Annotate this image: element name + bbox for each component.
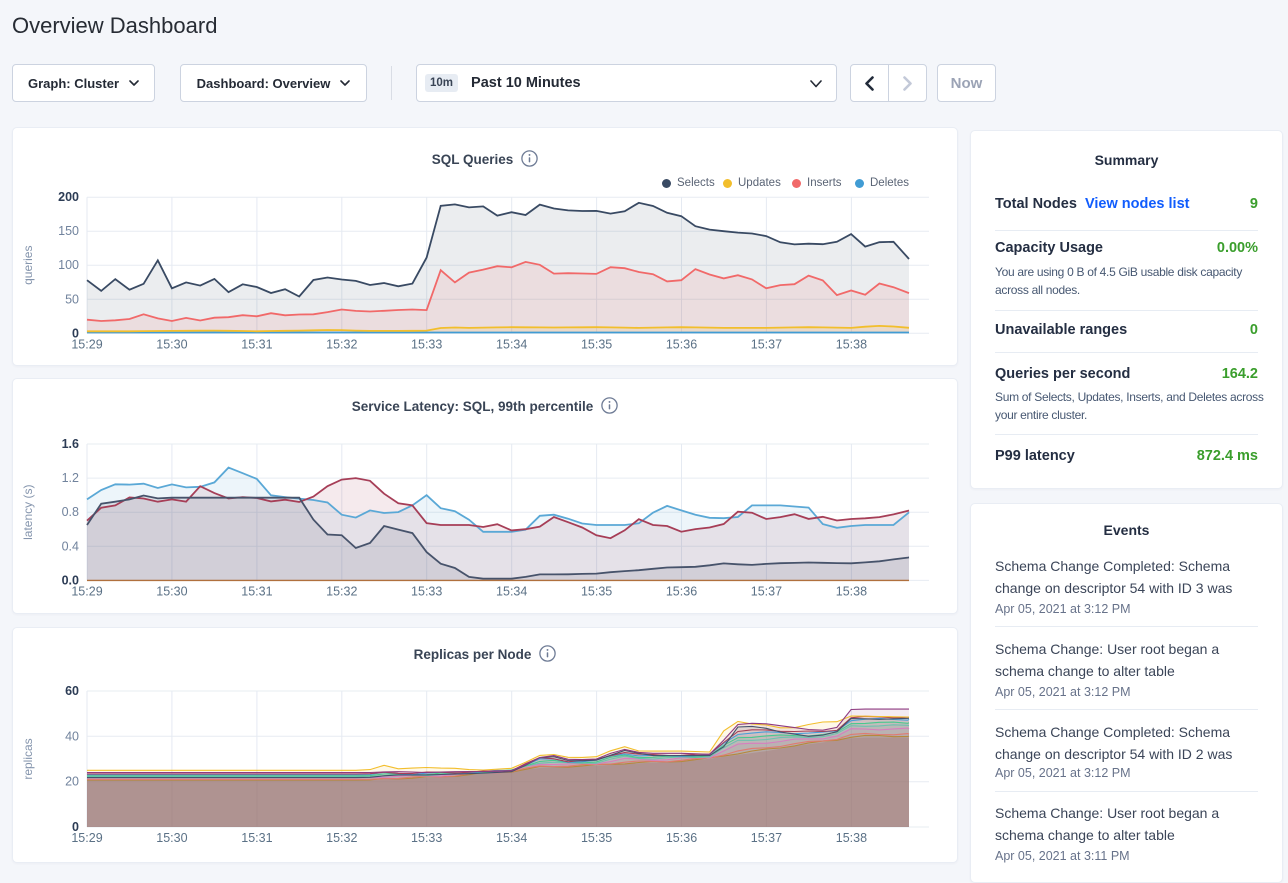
- svg-text:15:38: 15:38: [836, 584, 867, 598]
- svg-text:100: 100: [58, 258, 79, 272]
- svg-text:15:29: 15:29: [71, 584, 102, 598]
- svg-text:replicas: replicas: [21, 738, 35, 779]
- svg-text:0.4: 0.4: [62, 539, 79, 553]
- svg-text:50: 50: [65, 292, 79, 306]
- svg-text:15:31: 15:31: [241, 584, 272, 598]
- svg-text:15:30: 15:30: [156, 584, 187, 598]
- svg-text:15:31: 15:31: [241, 337, 272, 351]
- svg-text:15:31: 15:31: [241, 831, 272, 845]
- svg-text:15:37: 15:37: [751, 831, 782, 845]
- svg-text:15:34: 15:34: [496, 831, 527, 845]
- svg-text:15:35: 15:35: [581, 831, 612, 845]
- svg-text:15:29: 15:29: [71, 831, 102, 845]
- svg-text:15:30: 15:30: [156, 831, 187, 845]
- svg-text:15:34: 15:34: [496, 337, 527, 351]
- svg-text:15:35: 15:35: [581, 584, 612, 598]
- svg-text:0.8: 0.8: [62, 505, 79, 519]
- svg-text:15:33: 15:33: [411, 584, 442, 598]
- svg-text:1.2: 1.2: [62, 471, 79, 485]
- svg-text:1.6: 1.6: [62, 437, 79, 451]
- svg-text:15:29: 15:29: [71, 337, 102, 351]
- svg-text:15:32: 15:32: [326, 584, 357, 598]
- svg-text:15:34: 15:34: [496, 584, 527, 598]
- svg-text:queries: queries: [21, 246, 35, 285]
- svg-text:15:38: 15:38: [836, 337, 867, 351]
- svg-text:15:38: 15:38: [836, 831, 867, 845]
- svg-text:15:36: 15:36: [666, 831, 697, 845]
- svg-text:40: 40: [65, 729, 79, 743]
- svg-text:200: 200: [58, 190, 79, 204]
- svg-text:15:33: 15:33: [411, 337, 442, 351]
- svg-text:20: 20: [65, 775, 79, 789]
- svg-text:15:37: 15:37: [751, 337, 782, 351]
- svg-text:15:36: 15:36: [666, 584, 697, 598]
- svg-text:15:30: 15:30: [156, 337, 187, 351]
- svg-text:0.0: 0.0: [62, 573, 79, 587]
- svg-text:15:33: 15:33: [411, 831, 442, 845]
- svg-text:15:36: 15:36: [666, 337, 697, 351]
- svg-text:latency (s): latency (s): [21, 485, 35, 540]
- svg-text:15:35: 15:35: [581, 337, 612, 351]
- svg-text:15:32: 15:32: [326, 831, 357, 845]
- svg-text:0: 0: [72, 326, 79, 340]
- svg-text:0: 0: [72, 820, 79, 834]
- svg-text:15:37: 15:37: [751, 584, 782, 598]
- svg-text:60: 60: [65, 684, 79, 698]
- svg-text:150: 150: [58, 224, 79, 238]
- svg-text:15:32: 15:32: [326, 337, 357, 351]
